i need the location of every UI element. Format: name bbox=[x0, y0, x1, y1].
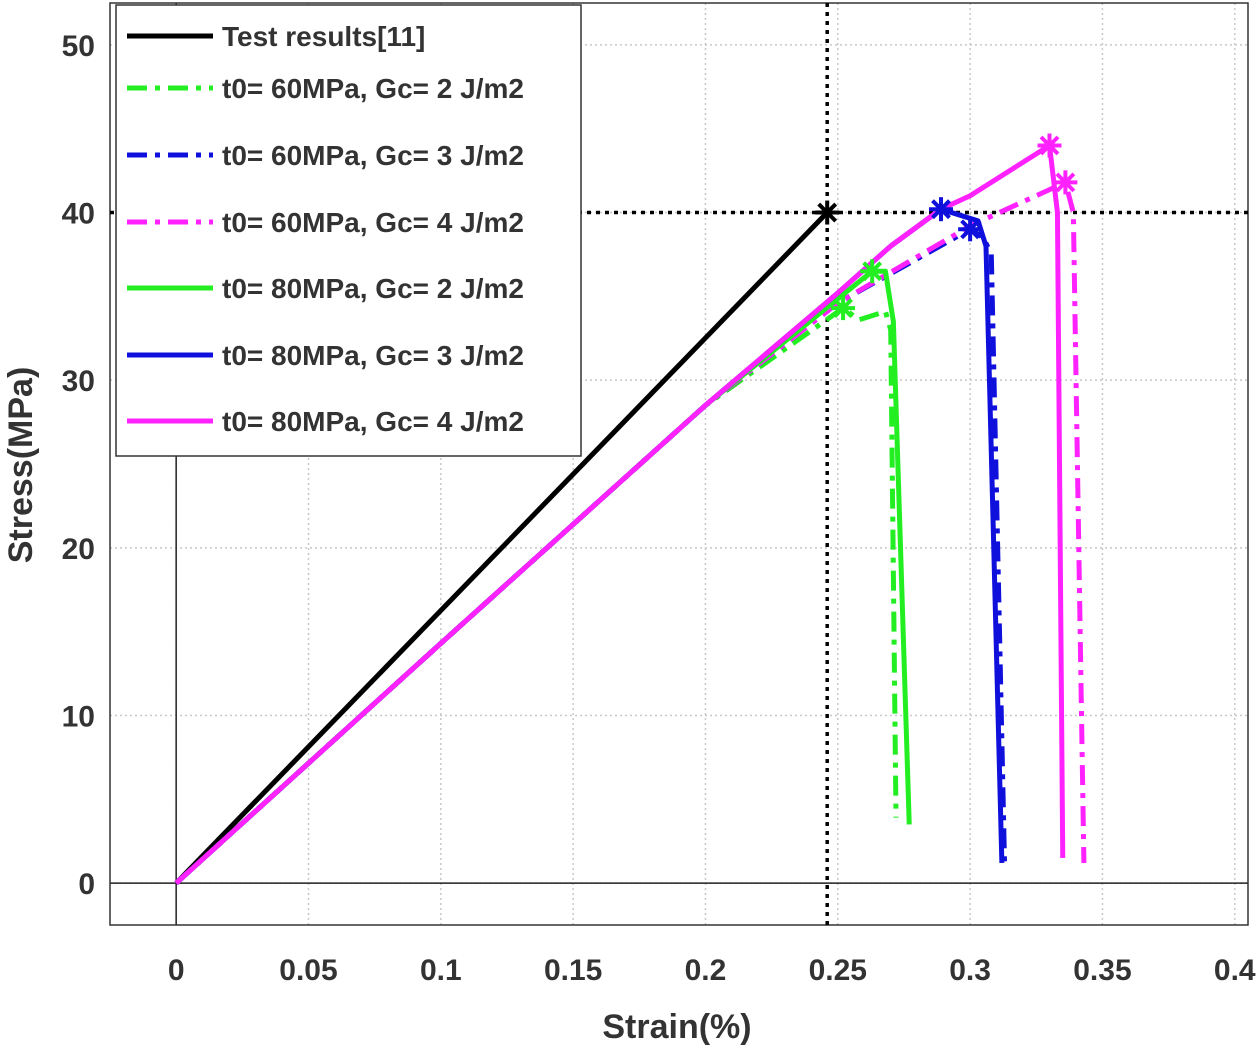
legend-box bbox=[115, 4, 582, 457]
y-tick-label: 10 bbox=[62, 700, 95, 733]
peak-marker bbox=[860, 259, 885, 284]
legend-label: t0= 60MPa, Gc= 4 J/m2 bbox=[222, 207, 524, 238]
plot-frame bbox=[109, 2, 1249, 926]
y-tick-label: 0 bbox=[78, 868, 95, 901]
marker-stroke bbox=[1055, 172, 1076, 193]
x-tick-label: 0.2 bbox=[685, 954, 727, 987]
marker-stroke bbox=[960, 219, 981, 240]
marker-stroke bbox=[817, 202, 838, 223]
y-tick-label: 20 bbox=[62, 533, 95, 566]
y-tick-label: 30 bbox=[62, 365, 95, 398]
marker-stroke bbox=[833, 298, 853, 318]
series-line bbox=[174, 210, 829, 885]
legend-label: t0= 60MPa, Gc= 3 J/m2 bbox=[222, 140, 524, 171]
peak-marker bbox=[1053, 170, 1078, 195]
x-tick-label: 0.4 bbox=[1214, 954, 1256, 987]
legend-label: t0= 60MPa, Gc= 2 J/m2 bbox=[222, 73, 524, 104]
y-axis-label: Stress(MPa) bbox=[2, 367, 40, 564]
legend-label: Test results[11] bbox=[222, 21, 425, 52]
y-tick-label: 40 bbox=[62, 198, 95, 231]
x-tick-label: 0.25 bbox=[809, 954, 867, 987]
x-tick-label: 0 bbox=[168, 954, 185, 987]
peak-marker bbox=[958, 217, 983, 242]
x-tick-label: 0.15 bbox=[544, 954, 602, 987]
peak-marker bbox=[929, 197, 954, 222]
x-tick-label: 0.05 bbox=[279, 954, 337, 987]
x-tick-label: 0.3 bbox=[949, 954, 991, 987]
peak-marker bbox=[831, 296, 856, 321]
peak-marker bbox=[1037, 133, 1062, 158]
legend-label: t0= 80MPa, Gc= 3 J/m2 bbox=[222, 340, 524, 371]
x-tick-label: 0.1 bbox=[420, 954, 462, 987]
x-axis-label: Strain(%) bbox=[602, 1008, 751, 1046]
peak-marker bbox=[815, 200, 840, 225]
marker-stroke bbox=[862, 261, 883, 282]
legend: Test results[11] t0= 60MPa, Gc= 2 J/m2 t0=… bbox=[115, 4, 582, 457]
y-tick-label: 50 bbox=[62, 30, 95, 63]
marker-stroke bbox=[931, 199, 951, 220]
x-tick-label: 0.35 bbox=[1073, 954, 1131, 987]
legend-label: t0= 80MPa, Gc= 2 J/m2 bbox=[222, 273, 524, 304]
marker-stroke bbox=[1039, 135, 1060, 156]
legend-label: t0= 80MPa, Gc= 4 J/m2 bbox=[222, 406, 524, 437]
